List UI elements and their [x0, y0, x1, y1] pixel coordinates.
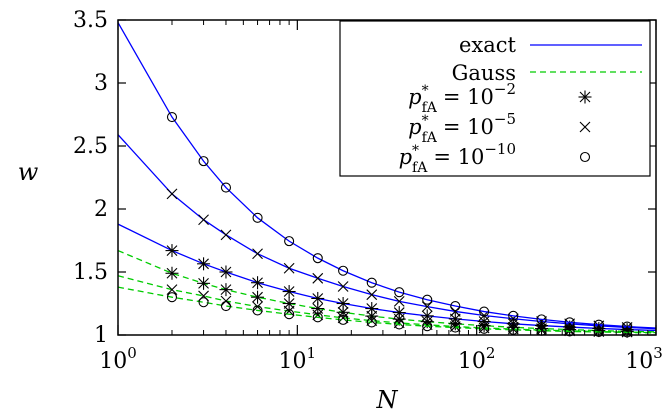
data-point-exact-cross: [283, 262, 295, 274]
series-line-exact-circle: [117, 22, 657, 329]
data-point-gauss-circle: [564, 326, 575, 337]
data-point-exact-circle: [479, 306, 490, 317]
legend-marker-asterisk: [578, 90, 592, 104]
data-point-exact-cross: [312, 272, 324, 284]
x-tick-label: 100: [99, 344, 137, 374]
series-layer: [117, 22, 657, 338]
data-point-exact-asterisk: [282, 285, 296, 299]
legend-pfa-label: p* fA = 10−5: [408, 110, 516, 146]
data-point-exact-cross: [252, 248, 263, 260]
data-point-gauss-circle: [593, 326, 604, 338]
data-point-exact-cross: [220, 229, 232, 241]
legend-box: [339, 20, 651, 177]
data-point-exact-cross: [449, 306, 461, 317]
data-point-exact-circle: [252, 212, 263, 223]
data-point-gauss-circle: [422, 321, 433, 332]
y-tick-label: 2.5: [73, 134, 108, 159]
data-point-exact-asterisk: [251, 276, 265, 290]
data-point-gauss-circle: [479, 323, 490, 334]
data-point-gauss-cross: [421, 319, 433, 331]
x-tick-label: 102: [458, 344, 496, 374]
data-point-exact-asterisk: [311, 291, 325, 305]
data-point-exact-cross: [337, 281, 349, 292]
data-point-gauss-circle: [220, 300, 232, 312]
data-point-gauss-circle: [312, 312, 323, 323]
data-point-gauss-cross: [449, 321, 461, 332]
legend: exact Gauss p* fA = 10−2p* fA = 10−5p* fA = 10…: [339, 20, 651, 177]
data-point-exact-circle: [394, 287, 405, 298]
legend-pfa-label: p* fA = 10−2: [408, 80, 516, 116]
data-point-exact-asterisk: [165, 244, 179, 258]
data-point-gauss-cross: [252, 301, 263, 313]
data-point-exact-cross: [393, 295, 405, 307]
data-point-gauss-circle: [366, 317, 377, 328]
legend-marker-cross: [579, 121, 591, 133]
data-point-gauss-cross: [337, 312, 349, 324]
data-point-exact-asterisk: [365, 302, 379, 316]
data-point-exact-circle: [422, 294, 433, 305]
data-point-exact-circle: [198, 156, 209, 167]
legend-marker-circle: [579, 151, 591, 163]
data-point-exact-asterisk: [336, 297, 350, 310]
x-tick-label: 103: [625, 344, 663, 374]
data-point-gauss-asterisk: [336, 305, 350, 319]
data-point-gauss-asterisk: [251, 290, 265, 304]
data-point-gauss-circle: [166, 292, 178, 303]
data-point-exact-cross: [166, 188, 178, 200]
data-point-gauss-circle: [338, 314, 349, 325]
data-point-exact-cross: [366, 289, 378, 301]
x-tick-label: 101: [279, 344, 317, 374]
data-point-gauss-asterisk: [282, 297, 296, 310]
data-point-exact-circle: [366, 277, 377, 288]
data-point-gauss-circle: [252, 305, 263, 316]
y-axis-label: w: [18, 158, 39, 186]
data-point-exact-asterisk: [197, 257, 211, 271]
data-point-exact-asterisk: [219, 265, 233, 279]
series-line-exact-asterisk: [117, 223, 657, 332]
data-point-exact-circle: [338, 265, 349, 276]
y-tick-label: 1.5: [73, 260, 108, 285]
tick-layer: 1 1.5 2 2.5 3 3.5 100 101 102 103: [73, 8, 663, 374]
legend-entries: p* fA = 10−2p* fA = 10−5p* fA = 10−10: [399, 80, 592, 176]
data-point-exact-circle: [508, 310, 519, 321]
y-tick-label: 3: [94, 71, 108, 96]
data-point-gauss-cross: [166, 284, 178, 296]
data-point-gauss-cross: [478, 322, 490, 334]
data-point-gauss-asterisk: [165, 266, 179, 280]
data-point-gauss-circle: [450, 322, 461, 333]
data-point-gauss-circle: [622, 327, 633, 338]
y-tick-label: 2: [94, 197, 108, 222]
legend-pfa-label: p* fA = 10−10: [399, 140, 516, 176]
data-point-gauss-circle: [394, 319, 405, 330]
data-point-gauss-asterisk: [219, 283, 233, 297]
plot-frame: [117, 19, 657, 336]
y-tick-label: 1: [94, 323, 108, 348]
data-point-exact-cross: [198, 214, 209, 226]
data-point-gauss-cross: [366, 315, 378, 327]
data-point-gauss-circle: [284, 309, 295, 320]
legend-gauss-label: Gauss: [452, 61, 516, 85]
data-point-exact-circle: [284, 236, 295, 247]
x-axis-label: N: [376, 386, 399, 414]
data-point-exact-circle: [312, 253, 323, 264]
data-point-exact-circle: [450, 300, 461, 312]
y-tick-label: 3.5: [73, 8, 108, 33]
data-point-exact-circle: [220, 182, 232, 193]
series-line-gauss-circle: [117, 286, 657, 334]
data-point-exact-circle: [166, 111, 178, 123]
data-point-gauss-cross: [393, 317, 405, 329]
legend-exact-label: exact: [459, 33, 517, 57]
data-point-gauss-circle: [198, 297, 209, 308]
data-point-gauss-asterisk: [197, 276, 211, 290]
